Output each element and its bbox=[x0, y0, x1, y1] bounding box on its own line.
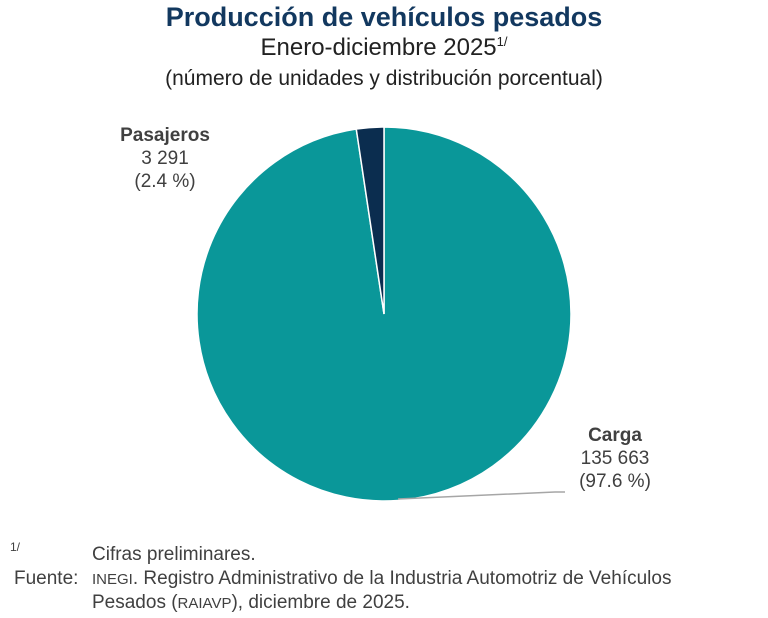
source-org: INEGI bbox=[92, 571, 133, 588]
label-value: 3 291 bbox=[141, 148, 189, 169]
footnote-text: Cifras preliminares. bbox=[92, 544, 256, 565]
chart-subtitle-2: (número de unidades y distribución porce… bbox=[165, 67, 603, 90]
chart-subtitle: Enero-diciembre 20251/ bbox=[0, 34, 768, 62]
source-line-1: INEGI. Registro Administrativo de la Ind… bbox=[92, 568, 671, 590]
source-text: ), diciembre de 2025. bbox=[231, 592, 410, 613]
source-abbr: RAIAVP bbox=[177, 595, 232, 612]
footnote-marker: 1/ bbox=[10, 540, 21, 554]
label-percent: (2.4 %) bbox=[134, 171, 196, 192]
label-percent: (97.6 %) bbox=[579, 471, 651, 492]
chart-title: Producción de vehículos pesados bbox=[165, 2, 603, 32]
source-line-2: Pesados (RAIAVP), diciembre de 2025. bbox=[92, 592, 410, 614]
source-label: Fuente: bbox=[14, 568, 79, 589]
source-text: Pesados ( bbox=[92, 592, 178, 613]
pie-slice-pasajeros bbox=[355, 126, 385, 315]
source-text: . Registro Administrativo de la Industri… bbox=[132, 568, 672, 589]
leader-line-carga bbox=[397, 491, 565, 500]
label-pasajeros: Pasajeros 3 291 (2.4 %) bbox=[100, 124, 230, 193]
subtitle-note: 1/ bbox=[496, 34, 508, 49]
label-name: Pasajeros bbox=[120, 125, 210, 146]
subtitle-text: Enero-diciembre 2025 bbox=[260, 34, 497, 61]
label-name: Carga bbox=[588, 425, 642, 446]
label-value: 135 663 bbox=[580, 448, 650, 469]
label-carga: Carga 135 663 (97.6 %) bbox=[550, 424, 680, 493]
